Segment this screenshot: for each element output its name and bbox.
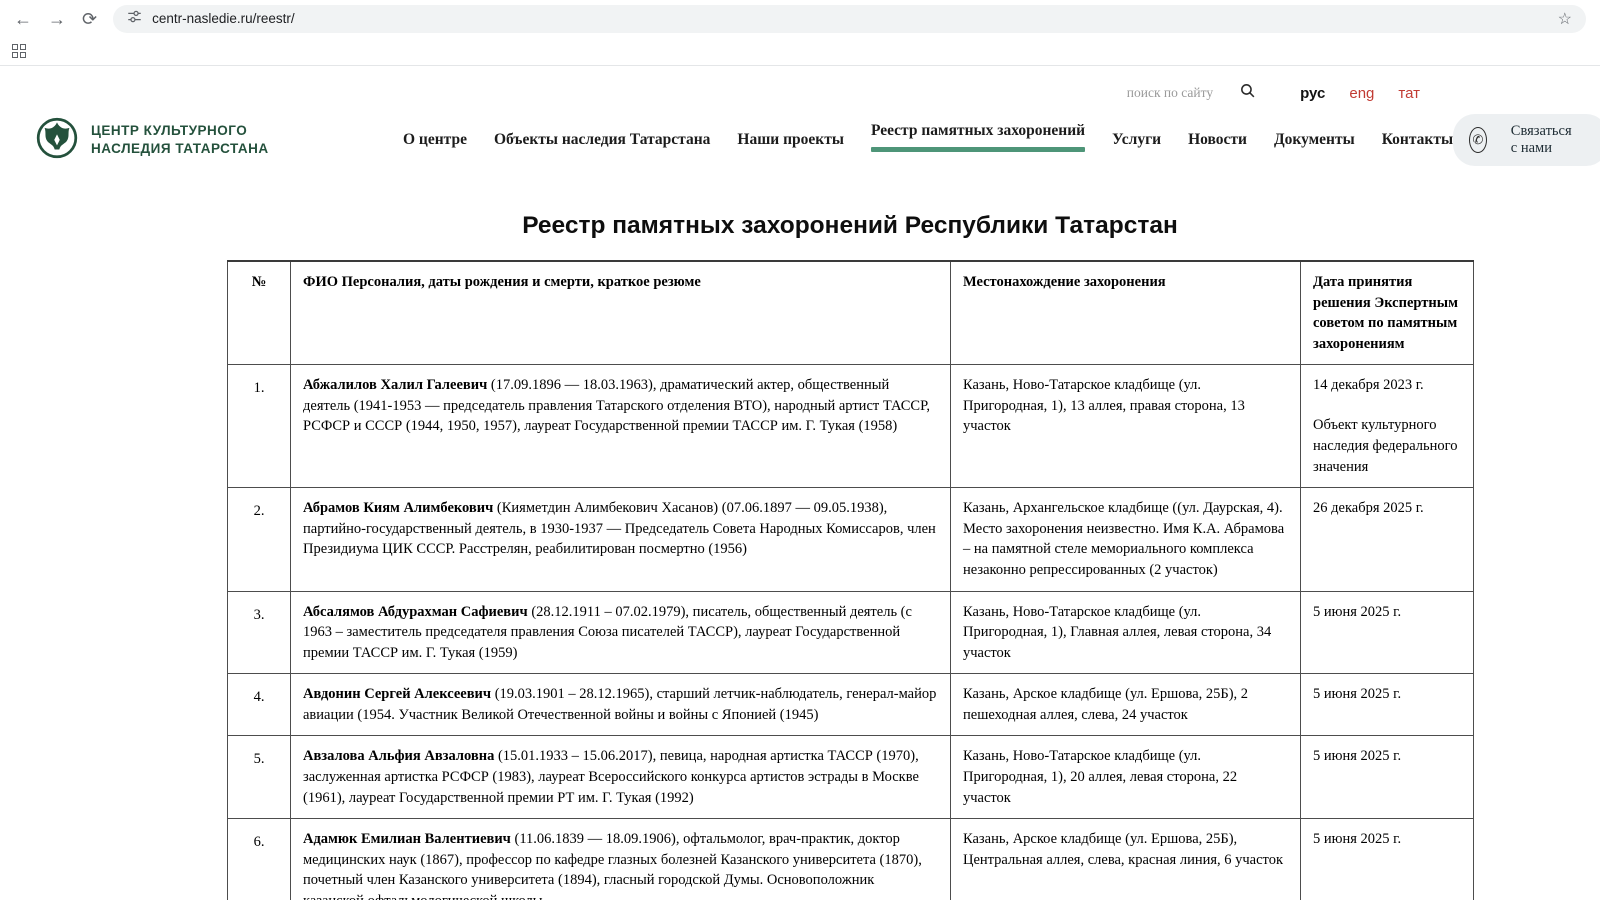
nav-burial-registry[interactable]: Реестр памятных захоронений — [870, 122, 1086, 152]
table-row: 5. Авзалова Альфия Авзаловна (15.01.1933… — [227, 735, 1474, 820]
bookmarks-bar — [0, 37, 1600, 66]
location-cell: Казань, Арское кладбище (ул. Ершова, 25Б… — [950, 673, 1301, 737]
row-number: 4. — [227, 673, 291, 737]
page-title: Реестр памятных захоронений Республики Т… — [522, 212, 1178, 239]
bookmark-star-icon[interactable]: ☆ — [1557, 10, 1572, 28]
col-header-number: № — [227, 260, 291, 366]
search-input[interactable]: поиск по сайту — [1126, 85, 1214, 100]
lang-eng[interactable]: eng — [1349, 84, 1375, 102]
forward-icon[interactable]: → — [48, 8, 66, 29]
table-row: 6. Адамюк Емилиан Валентиевич (11.06.183… — [227, 818, 1474, 900]
date-cell: 5 июня 2025 г. — [1300, 590, 1474, 675]
url-text[interactable]: centr-nasledie.ru/reestr/ — [152, 11, 295, 26]
reload-icon[interactable]: ⟳ — [82, 8, 98, 29]
browser-toolbar: ← → ⟳ centr-nasledie.ru/reestr/ ☆ — [0, 0, 1600, 37]
person-cell: Абрамов Киям Алимбекович (Кияметдин Алим… — [290, 487, 951, 592]
nav-news[interactable]: Новости — [1188, 131, 1247, 148]
contact-us-label: Связаться с нами — [1510, 123, 1572, 156]
heritage-status-note: Объект культурного наследия федерального… — [1313, 417, 1458, 475]
main-navigation: О центре Объекты наследия Татарстана Наш… — [403, 122, 1454, 155]
back-icon[interactable]: ← — [14, 8, 32, 29]
site-name: ЦЕНТР КУЛЬТУРНОГО НАСЛЕДИЯ ТАТАРСТАНА — [91, 123, 269, 156]
person-cell: Абсалямов Абдурахман Сафиевич (28.12.191… — [290, 590, 951, 675]
site-search[interactable]: поиск по сайту — [1127, 82, 1256, 104]
nav-services[interactable]: Услуги — [1112, 131, 1162, 148]
phone-icon: ✆ — [1469, 127, 1487, 153]
row-number: 6. — [227, 818, 291, 900]
site-logo[interactable]: ЦЕНТР КУЛЬТУРНОГО НАСЛЕДИЯ ТАТАРСТАНА — [35, 116, 371, 165]
language-switcher: рус eng тат — [1300, 85, 1420, 102]
location-cell: Казань, Ново-Татарское кладбище (ул. При… — [950, 590, 1301, 675]
col-header-location: Местонахождение захоронения — [950, 260, 1301, 366]
nav-about[interactable]: О центре — [403, 131, 467, 148]
person-cell: Авдонин Сергей Алексеевич (19.03.1901 – … — [290, 673, 951, 737]
table-row: 1. Абжалилов Халил Галеевич (17.09.1896 … — [227, 364, 1474, 489]
address-bar[interactable]: centr-nasledie.ru/reestr/ ☆ — [113, 4, 1586, 33]
location-cell: Казань, Архангельское кладбище ((ул. Дау… — [950, 487, 1301, 592]
col-header-date: Дата принятия решения Экспертным советом… — [1300, 260, 1474, 366]
location-cell: Казань, Ново-Татарское кладбище (ул. При… — [950, 735, 1301, 820]
row-number: 3. — [227, 590, 291, 675]
location-cell: Казань, Арское кладбище (ул. Ершова, 25Б… — [950, 818, 1301, 900]
row-number: 1. — [227, 364, 291, 489]
table-row: 4. Авдонин Сергей Алексеевич (19.03.1901… — [227, 673, 1474, 737]
lang-rus[interactable]: рус — [1300, 84, 1326, 102]
nav-contacts[interactable]: Контакты — [1381, 131, 1454, 148]
nav-projects[interactable]: Наши проекты — [737, 131, 844, 148]
site-utility-bar: поиск по сайту рус eng тат — [0, 66, 1600, 106]
site-header: ЦЕНТР КУЛЬТУРНОГО НАСЛЕДИЯ ТАТАРСТАНА О … — [0, 106, 1600, 186]
apps-grid-icon[interactable] — [12, 44, 26, 58]
date-cell: 5 июня 2025 г. — [1300, 673, 1474, 737]
date-cell: 5 июня 2025 г. — [1300, 735, 1474, 820]
person-cell: Адамюк Емилиан Валентиевич (11.06.1839 —… — [290, 818, 951, 900]
lang-tat[interactable]: тат — [1398, 84, 1420, 102]
burial-registry-table: № ФИО Персоналия, даты рождения и смерти… — [227, 260, 1474, 900]
person-cell: Абжалилов Халил Галеевич (17.09.1896 — 1… — [290, 364, 951, 489]
nav-documents[interactable]: Документы — [1273, 131, 1355, 148]
active-nav-underline — [870, 147, 1086, 152]
logo-emblem-icon — [35, 116, 79, 165]
date-cell: 14 декабря 2023 г. Объект культурного нас… — [1300, 364, 1474, 489]
search-icon[interactable] — [1239, 82, 1256, 104]
site-info-icon[interactable] — [127, 9, 142, 29]
date-cell: 26 декабря 2025 г. — [1300, 487, 1474, 592]
date-cell: 5 июня 2025 г. — [1300, 818, 1474, 900]
nav-heritage-objects[interactable]: Объекты наследия Татарстана — [493, 131, 711, 148]
row-number: 5. — [227, 735, 291, 820]
table-header-row: № ФИО Персоналия, даты рождения и смерти… — [227, 260, 1474, 366]
table-row: 3. Абсалямов Абдурахман Сафиевич (28.12.… — [227, 590, 1474, 675]
row-number: 2. — [227, 487, 291, 592]
table-row: 2. Абрамов Киям Алимбекович (Кияметдин А… — [227, 487, 1474, 592]
contact-us-button[interactable]: ✆ Связаться с нами — [1453, 114, 1600, 166]
person-cell: Авзалова Альфия Авзаловна (15.01.1933 – … — [290, 735, 951, 820]
location-cell: Казань, Ново-Татарское кладбище (ул. При… — [950, 364, 1301, 489]
col-header-person: ФИО Персоналия, даты рождения и смерти, … — [290, 260, 951, 366]
